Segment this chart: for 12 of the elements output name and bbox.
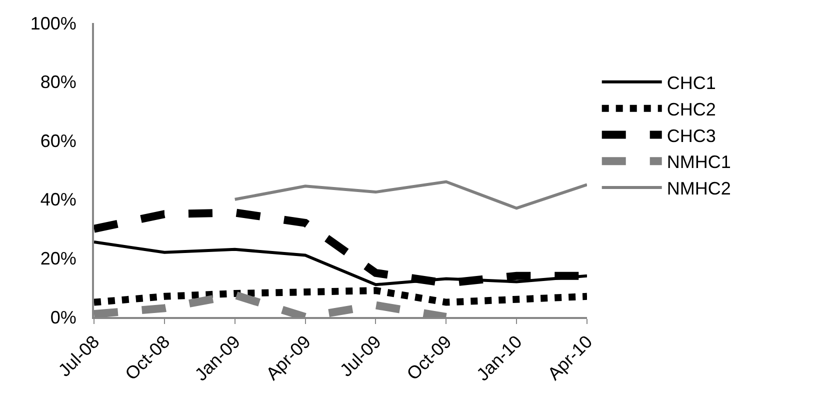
y-tick-label: 100% xyxy=(30,13,76,34)
y-tick-label: 0% xyxy=(50,307,76,328)
y-tick-label: 60% xyxy=(40,130,76,151)
legend-label: CHC1 xyxy=(666,72,716,93)
legend-label: CHC3 xyxy=(666,126,716,146)
legend-label: CHC2 xyxy=(666,99,716,120)
legend-label: NMHC2 xyxy=(666,178,731,199)
y-tick-label: 20% xyxy=(40,248,76,268)
line-series xyxy=(233,180,587,210)
legend-label: NMHC1 xyxy=(666,152,731,172)
y-tick-label: 80% xyxy=(40,72,76,92)
y-tick-label: 40% xyxy=(40,190,76,210)
